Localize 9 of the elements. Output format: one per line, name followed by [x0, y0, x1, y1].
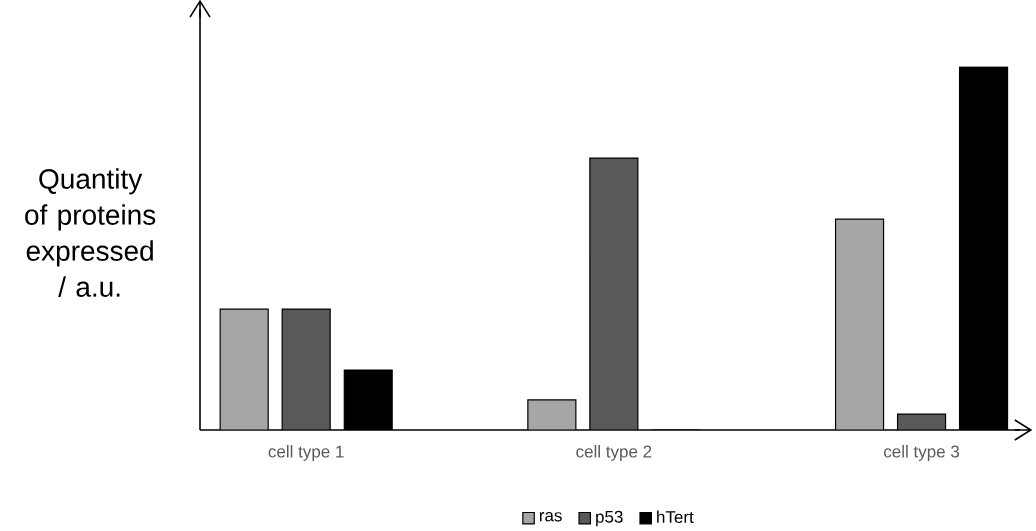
bar — [219, 308, 269, 430]
x-tick-label: cell type 3 — [884, 445, 960, 461]
x-tick-label: cell type 1 — [268, 445, 344, 461]
bar — [834, 218, 885, 430]
x-tick-label: cell type 2 — [576, 445, 652, 461]
y-axis-title: Quantity of proteins expressed / a.u. — [25, 168, 156, 297]
legend-label: hTert — [657, 510, 694, 524]
legend-label: ras — [539, 512, 562, 522]
legend-label: p53 — [596, 510, 623, 527]
